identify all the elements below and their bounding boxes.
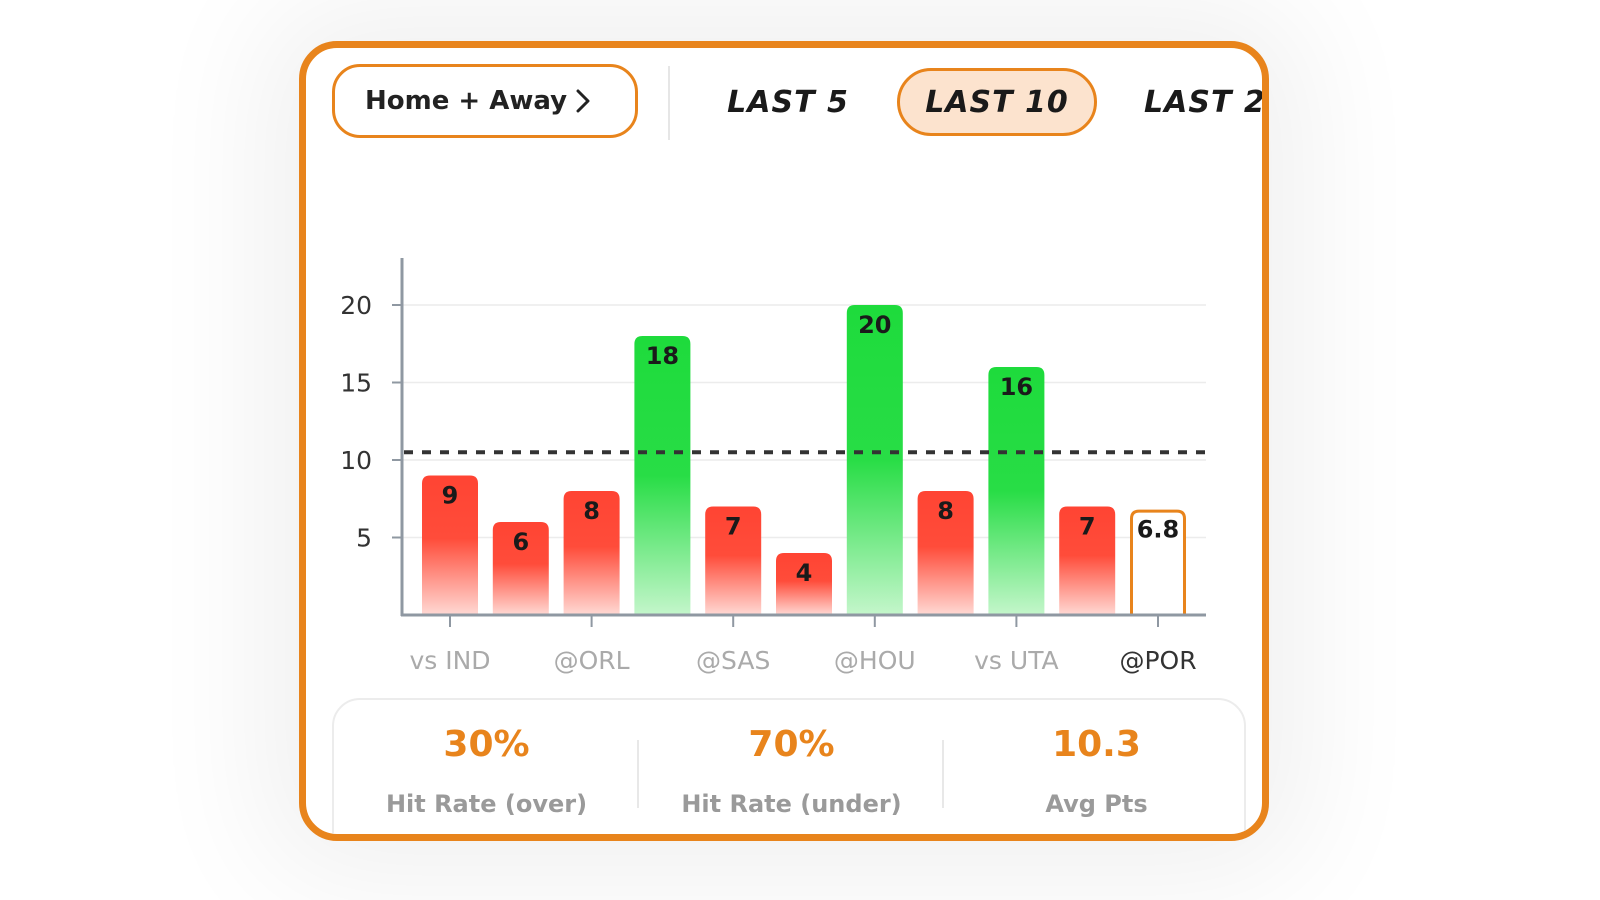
tab-last-20[interactable]: LAST 20 [1144,68,1266,136]
bar-value-label: 7 [1079,513,1096,541]
tab-last-5[interactable]: LAST 5 [698,68,878,136]
bar-under [705,506,762,615]
bar-value-label: 7 [725,513,742,541]
bar-under [563,491,620,615]
tab-label: LAST 5 [727,84,849,120]
bar-value-label: 9 [442,482,459,510]
bar-under [917,491,974,615]
y-tick-label: 15 [340,369,372,398]
tab-last-10[interactable]: LAST 10 [897,68,1097,136]
bar-under [1059,506,1116,615]
stat-divider [637,740,639,808]
stat-label: Hit Rate (over) [385,790,588,818]
bar-over [988,367,1045,615]
stat-hit-rate-under: 70% Hit Rate (under) [639,700,944,834]
stats-card: Home + Away LAST 5 LAST 10 LAST 20 [299,41,1269,841]
x-category-label: @HOU [834,646,916,675]
bar-over [846,305,903,615]
tab-label: LAST 10 [925,84,1069,120]
header-divider [668,66,670,140]
points-bar-chart: 5 10 15 20 9 vs IND 6 8 @ORL 18 7 @SAS 4 20 @HOU 8 16 vs … [340,258,1206,675]
x-category-label: @ORL [554,646,630,675]
bar-value-label: 8 [937,497,954,525]
home-away-filter-button[interactable]: Home + Away [332,64,638,138]
stat-value: 70% [748,724,835,765]
stat-value: 10.3 [1052,724,1141,765]
y-tick-label: 20 [340,291,372,320]
bar-value-label: 8 [583,497,600,525]
bar-value-label: 6 [512,528,529,556]
bar-value-label: 4 [796,559,813,587]
stat-divider [942,740,944,808]
bar-value-label: 18 [646,342,679,370]
bar-under [422,475,478,615]
bar-over [634,336,691,615]
stat-label: Avg Pts [1045,790,1148,818]
filter-label: Home + Away [365,86,568,116]
y-tick-label: 5 [356,524,372,553]
bar-value-label: 20 [858,311,891,339]
y-tick-label: 10 [340,446,372,475]
bar-value-label: 16 [1000,373,1033,401]
summary-stats-panel: 30% Hit Rate (over) 70% Hit Rate (under)… [332,698,1249,834]
x-category-label: vs UTA [974,646,1059,675]
stat-hit-rate-over: 30% Hit Rate (over) [334,700,639,834]
x-category-label: vs IND [409,646,490,675]
stat-avg-pts: 10.3 Avg Pts [944,700,1249,834]
x-category-label: @SAS [696,646,770,675]
stat-label: Hit Rate (under) [681,790,902,818]
bar-under [776,553,832,615]
bar-under [492,522,549,615]
tab-label: LAST 20 [1144,84,1266,120]
x-category-label: @POR [1119,646,1196,675]
bar-value-label: 6.8 [1137,516,1180,544]
bar-projection [1130,509,1186,615]
stat-value: 30% [443,724,530,765]
chevron-right-icon [576,89,590,113]
